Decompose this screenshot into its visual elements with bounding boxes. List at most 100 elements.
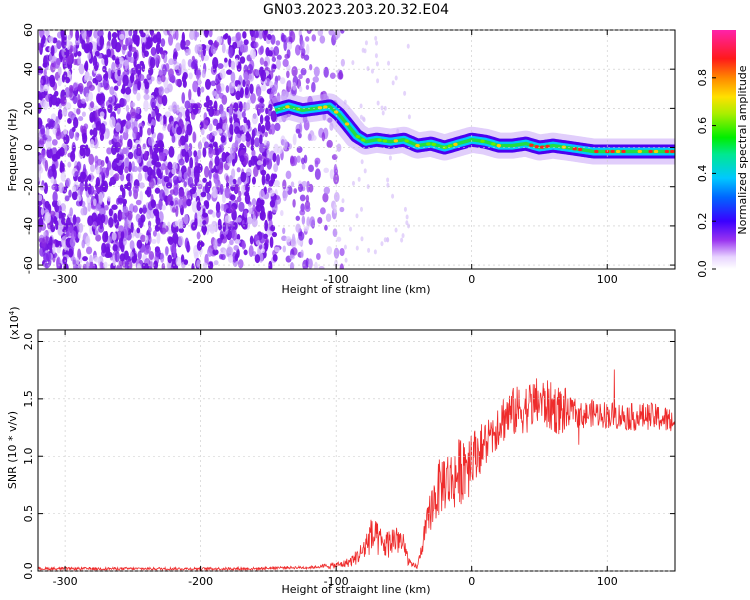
noise-speckle bbox=[45, 126, 50, 139]
noise-speckle bbox=[189, 156, 194, 169]
noise-speckle bbox=[137, 172, 143, 182]
noise-speckle bbox=[243, 46, 249, 53]
noise-speckle bbox=[98, 194, 103, 205]
noise-speckle bbox=[207, 261, 214, 269]
noise-speckle bbox=[273, 46, 280, 57]
noise-speckle bbox=[233, 183, 240, 194]
noise-speckle bbox=[295, 223, 301, 233]
noise-speckle bbox=[58, 182, 64, 193]
noise-speckle bbox=[129, 240, 135, 250]
noise-speckle bbox=[232, 222, 238, 230]
noise-speckle bbox=[386, 177, 390, 183]
noise-speckle bbox=[146, 73, 152, 81]
snr-line bbox=[38, 369, 675, 571]
noise-speckle bbox=[239, 155, 245, 163]
noise-speckle bbox=[140, 82, 145, 91]
noise-speckle bbox=[150, 124, 155, 135]
noise-speckle bbox=[102, 77, 109, 89]
x-tick-label: 100 bbox=[597, 273, 618, 286]
noise-speckle bbox=[45, 30, 50, 37]
noise-speckle bbox=[292, 81, 297, 91]
noise-speckle bbox=[161, 50, 166, 60]
noise-speckle bbox=[79, 147, 85, 157]
noise-speckle bbox=[65, 177, 71, 187]
noise-speckle bbox=[207, 209, 214, 215]
noise-speckle bbox=[325, 213, 332, 223]
noise-speckle bbox=[127, 210, 133, 221]
noise-speckle bbox=[295, 215, 301, 221]
noise-speckle bbox=[149, 56, 156, 69]
noise-speckle bbox=[258, 189, 265, 200]
noise-speckle bbox=[160, 38, 166, 47]
noise-speckle bbox=[50, 45, 55, 57]
noise-speckle bbox=[260, 124, 266, 134]
colorbar-tick-label: 0.8 bbox=[696, 69, 709, 87]
noise-speckle bbox=[339, 263, 344, 269]
noise-speckle bbox=[73, 117, 79, 129]
noise-speckle bbox=[300, 157, 305, 165]
ridge-hotspot bbox=[296, 107, 301, 111]
noise-speckle bbox=[89, 138, 95, 148]
noise-speckle bbox=[243, 116, 248, 124]
noise-speckle bbox=[364, 40, 368, 46]
colorbar-tick-label: 0.2 bbox=[696, 212, 709, 230]
noise-speckle bbox=[50, 94, 58, 106]
noise-speckle bbox=[284, 53, 290, 59]
noise-speckle bbox=[74, 131, 80, 141]
noise-speckle bbox=[153, 87, 160, 97]
noise-speckle bbox=[161, 204, 166, 211]
noise-speckle bbox=[253, 233, 260, 241]
noise-speckle bbox=[47, 36, 54, 42]
noise-speckle bbox=[136, 227, 141, 234]
noise-speckle bbox=[78, 222, 84, 233]
y-tick-label: 2.0 bbox=[22, 333, 35, 351]
noise-speckle bbox=[49, 210, 56, 217]
noise-speckle bbox=[65, 88, 70, 98]
noise-speckle bbox=[57, 204, 62, 214]
noise-speckle bbox=[73, 58, 78, 66]
noise-speckle bbox=[66, 55, 73, 65]
noise-speckle bbox=[124, 166, 129, 174]
noise-speckle bbox=[366, 66, 370, 72]
noise-speckle bbox=[154, 187, 161, 194]
noise-speckle bbox=[70, 150, 76, 162]
noise-speckle bbox=[240, 184, 245, 193]
noise-speckle bbox=[405, 214, 409, 220]
noise-speckle bbox=[164, 246, 169, 257]
noise-speckle bbox=[40, 82, 45, 95]
ridge-hotspot bbox=[496, 143, 502, 148]
noise-speckle bbox=[386, 237, 390, 243]
noise-speckle bbox=[176, 126, 183, 135]
noise-speckle bbox=[274, 122, 281, 132]
noise-speckle bbox=[111, 61, 116, 74]
noise-speckle bbox=[43, 231, 47, 238]
noise-speckle bbox=[388, 155, 392, 161]
noise-speckle bbox=[92, 221, 98, 230]
noise-speckle bbox=[211, 130, 218, 137]
noise-speckle bbox=[167, 236, 174, 245]
noise-speckle bbox=[101, 167, 107, 174]
noise-speckle bbox=[271, 56, 277, 63]
ridge-hotspot bbox=[361, 138, 366, 142]
noise-speckle bbox=[206, 193, 211, 202]
noise-speckle bbox=[137, 263, 141, 269]
ridge-hotspot bbox=[594, 149, 599, 154]
noise-speckle bbox=[254, 137, 260, 148]
noise-speckle bbox=[195, 155, 199, 162]
noise-speckle bbox=[289, 30, 296, 43]
noise-speckle bbox=[116, 118, 122, 124]
noise-speckle bbox=[56, 257, 60, 269]
noise-speckle bbox=[291, 66, 298, 77]
noise-speckle bbox=[161, 94, 168, 107]
noise-speckle bbox=[229, 220, 234, 227]
noise-speckle bbox=[216, 84, 222, 95]
noise-speckle bbox=[271, 231, 278, 238]
noise-speckle bbox=[197, 141, 203, 150]
noise-speckle bbox=[195, 68, 201, 80]
ridge-hotspot bbox=[637, 149, 642, 154]
noise-speckle bbox=[203, 30, 210, 38]
noise-speckle bbox=[64, 47, 70, 59]
noise-speckle bbox=[339, 206, 345, 213]
noise-speckle bbox=[360, 159, 364, 165]
noise-speckle bbox=[311, 34, 317, 42]
